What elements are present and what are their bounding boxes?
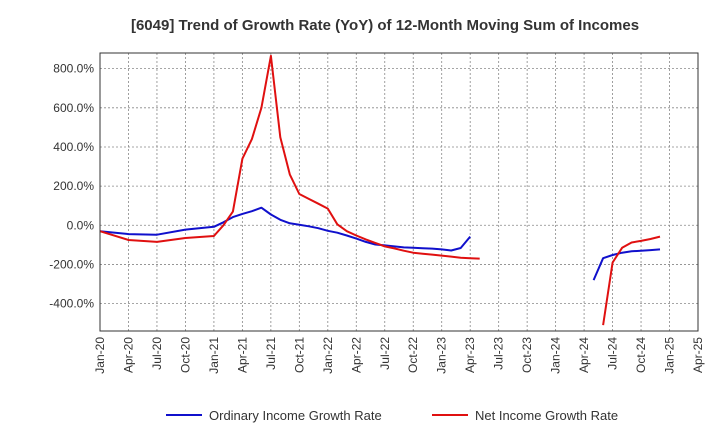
x-tick-label: Jan-24 [549, 337, 563, 374]
x-tick-label: Apr-21 [235, 337, 249, 373]
y-tick-label: 200.0% [53, 179, 94, 193]
y-tick-label: 800.0% [53, 62, 94, 76]
x-tick-label: Apr-23 [463, 337, 477, 373]
y-tick-label: 400.0% [53, 140, 94, 154]
x-tick-label: Jul-23 [492, 337, 506, 370]
chart-title: [6049] Trend of Growth Rate (YoY) of 12-… [131, 17, 639, 34]
series-line-2 [602, 235, 661, 326]
series-line-2 [99, 54, 480, 260]
x-tick-label: Apr-20 [121, 337, 135, 373]
series-line-1 [592, 248, 661, 281]
series-lines [99, 54, 661, 326]
axes: Jan-20 Apr-20 Jul-20 Oct-20 Jan-21 Apr-21 Jul-… [49, 52, 705, 374]
x-tick-label: Oct-21 [292, 337, 306, 373]
y-tick-label: 600.0% [53, 101, 94, 115]
legend-label: Net Income Growth Rate [475, 408, 618, 423]
series-line-1 [99, 206, 471, 252]
x-tick-label: Jul-22 [378, 337, 392, 370]
x-tick-label: Jan-20 [93, 337, 107, 374]
y-tick-label: -200.0% [49, 257, 94, 271]
plot-frame [99, 52, 699, 332]
x-tick-label: Oct-23 [520, 337, 534, 373]
x-tick-label: Apr-22 [349, 337, 363, 373]
x-tick-label: Jan-22 [321, 337, 335, 374]
x-tick-label: Apr-24 [577, 337, 591, 373]
y-tick-label: 0.0% [67, 218, 95, 232]
x-tick-label: Apr-25 [691, 337, 705, 373]
x-tick-label: Jul-20 [150, 337, 164, 370]
x-tick-label: Jan-21 [207, 337, 221, 374]
y-tick-label: -400.0% [49, 297, 94, 311]
x-tick-label: Oct-20 [178, 337, 192, 373]
x-tick-label: Jul-21 [264, 337, 278, 370]
x-tick-label: Jul-24 [606, 337, 620, 370]
x-tick-label: Oct-22 [406, 337, 420, 373]
legend-label: Ordinary Income Growth Rate [209, 408, 382, 423]
x-tick-label: Jan-23 [435, 337, 449, 374]
legend: Ordinary Income Growth Rate Net Income Gr… [166, 408, 618, 423]
x-tick-label: Jan-25 [663, 337, 677, 374]
x-tick-label: Oct-24 [634, 337, 648, 373]
